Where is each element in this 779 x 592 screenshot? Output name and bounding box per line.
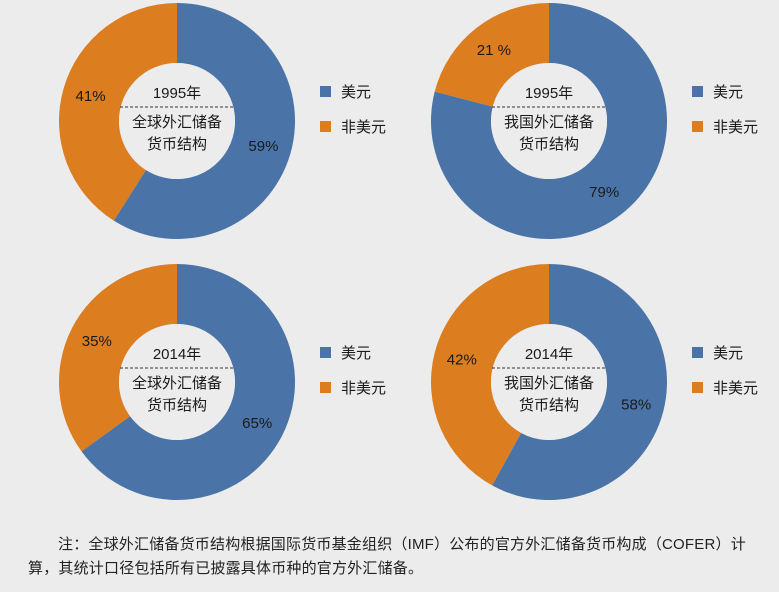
- legend-swatch-usd: [692, 86, 703, 97]
- legend-swatch-non-usd: [320, 382, 331, 393]
- chart-1995-global: 59% 41% 1995年全球外汇储备 货币结构 美元非美元: [0, 0, 386, 250]
- legend-swatch-non-usd: [692, 382, 703, 393]
- donut-hole: [119, 324, 235, 440]
- slice-percent-label-non-usd: 41%: [76, 88, 106, 105]
- slice-percent-label-usd: 59%: [248, 138, 278, 155]
- center-title-line1: 我国外汇储备: [504, 114, 594, 131]
- legend-swatch-usd: [692, 347, 703, 358]
- donut-slice-usd: [113, 3, 296, 239]
- legend-label-usd: 美元: [713, 84, 743, 101]
- legend-swatch-usd: [320, 86, 331, 97]
- donut-hole: [119, 63, 235, 179]
- center-title-line2: 货币结构: [147, 397, 207, 414]
- legend-label-usd: 美元: [341, 345, 371, 362]
- legend-swatch-usd: [320, 347, 331, 358]
- donut-slice-non-usd: [434, 3, 549, 107]
- legend-swatch-non-usd: [692, 121, 703, 132]
- donut-slice-usd: [81, 264, 295, 501]
- chart-2014-china: 58% 42% 2014年我国外汇储备 货币结构 美元非美元: [372, 261, 758, 511]
- slice-percent-label-non-usd: 35%: [82, 333, 112, 350]
- center-title-line2: 货币结构: [519, 397, 579, 414]
- center-year-label: 2014年: [153, 346, 201, 363]
- donut-slice-non-usd: [431, 264, 549, 486]
- center-title-line2: 货币结构: [519, 136, 579, 153]
- slice-percent-label-non-usd: 42%: [447, 352, 477, 369]
- donut-slice-usd: [431, 3, 667, 239]
- slice-percent-label-usd: 79%: [589, 184, 619, 201]
- chart-1995-china: 79% 21 % 1995年我国外汇储备 货币结构 美元非美元: [372, 0, 758, 250]
- center-title-line1: 我国外汇储备: [504, 375, 594, 392]
- center-year-label: 2014年: [525, 346, 573, 363]
- legend-label-non-usd: 非美元: [341, 380, 386, 397]
- legend-label-non-usd: 非美元: [713, 119, 758, 136]
- slice-percent-label-usd: 58%: [621, 396, 651, 413]
- legend-label-non-usd: 非美元: [341, 119, 386, 136]
- legend-label-non-usd: 非美元: [713, 380, 758, 397]
- legend-label-usd: 美元: [341, 84, 371, 101]
- slice-percent-label-usd: 65%: [242, 415, 272, 432]
- legend-label-usd: 美元: [713, 345, 743, 362]
- footnote: 注：全球外汇储备货币结构根据国际货币基金组织（IMF）公布的官方外汇储备货币构成…: [28, 536, 746, 577]
- center-title-line1: 全球外汇储备: [132, 113, 222, 131]
- center-year-label: 1995年: [525, 85, 573, 102]
- donut-hole: [491, 324, 607, 440]
- donut-hole: [491, 63, 607, 179]
- slice-percent-label-non-usd: 21 %: [477, 42, 511, 59]
- donut-slice-usd: [492, 264, 667, 500]
- donut-slice-non-usd: [59, 264, 177, 452]
- donut-slice-non-usd: [59, 3, 177, 221]
- center-year-label: 1995年: [153, 85, 201, 102]
- legend-swatch-non-usd: [320, 121, 331, 132]
- center-title-line2: 货币结构: [147, 136, 207, 153]
- center-title-line1: 全球外汇储备: [132, 374, 222, 392]
- chart-2014-global: 65% 35% 2014年全球外汇储备 货币结构 美元非美元: [0, 261, 386, 511]
